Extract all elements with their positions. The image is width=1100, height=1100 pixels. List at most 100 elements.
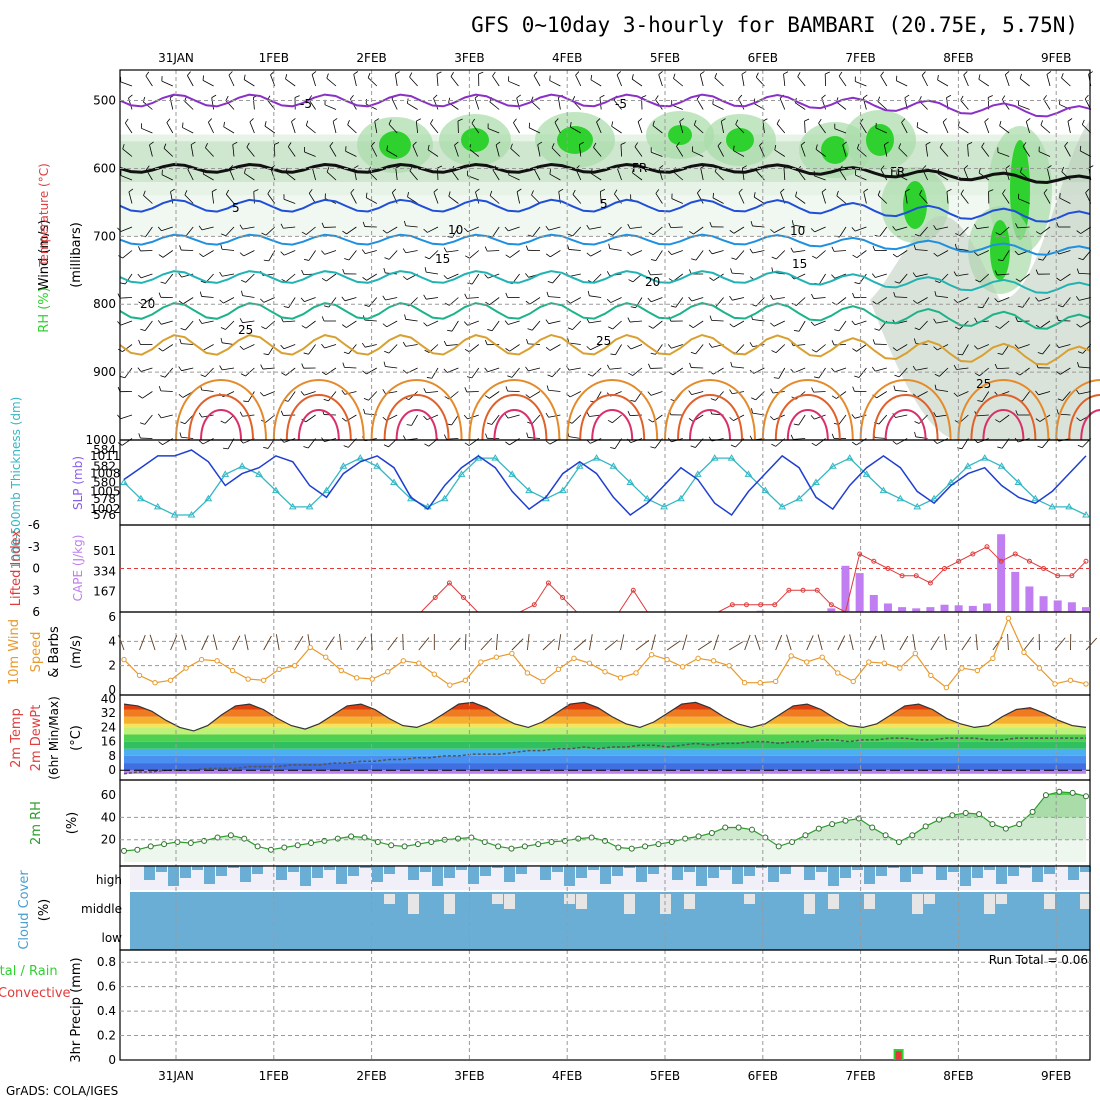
wind-barb-flag <box>427 144 430 150</box>
rh2m-marker <box>922 823 929 830</box>
wind-barb <box>609 367 622 370</box>
wind10-barb <box>943 634 947 651</box>
wind10-marker <box>198 656 205 663</box>
thickness-marker <box>508 470 517 477</box>
wind-barb-flag <box>1015 223 1018 229</box>
thickness-marker <box>558 486 567 494</box>
wind-barb <box>232 144 235 157</box>
wind-barb-flag <box>831 246 835 252</box>
slp-tick: 1002 <box>90 502 121 516</box>
rh2m-marker <box>187 840 194 847</box>
wind-barb-flag <box>877 190 881 196</box>
wind-barb <box>528 367 541 372</box>
wind-barb-flag <box>627 251 632 256</box>
high-cloud-bar <box>864 866 875 884</box>
wind10-marker <box>664 656 670 663</box>
wind-barb-flag <box>128 188 134 193</box>
wind-barb <box>548 320 561 325</box>
wind-barb <box>569 391 581 398</box>
warm-tongue <box>677 394 743 441</box>
wind-barb <box>551 147 561 157</box>
wind-barb-flag <box>1056 222 1059 228</box>
wind-barb-flag <box>709 277 714 281</box>
wind-barb <box>385 297 398 301</box>
date-label-top: 5FEB <box>650 51 680 65</box>
wind-barb <box>201 320 214 324</box>
high-cloud-bar <box>1044 866 1055 874</box>
high-cloud-bar <box>240 866 251 882</box>
rh2m-marker <box>802 832 809 839</box>
rh2m-marker <box>962 809 969 816</box>
wind-barb-flag <box>690 351 696 355</box>
wind-barb <box>568 249 581 251</box>
wind-barb-flag <box>810 321 815 326</box>
wind-barb-flag <box>977 400 983 402</box>
wind-barb-flag <box>124 118 129 124</box>
wind-barb-flag <box>1064 141 1069 147</box>
wind-barb <box>169 97 174 110</box>
wind-barb <box>513 122 520 134</box>
wind-barb-flag <box>810 415 815 420</box>
wind10-marker <box>416 660 422 666</box>
wind-barb-flag <box>884 141 889 146</box>
wind-barb <box>795 102 806 110</box>
wind-barb <box>467 226 479 233</box>
rh2m-marker <box>388 842 395 849</box>
wind-barb-flag <box>620 142 626 145</box>
wind-barb-flag <box>831 367 835 373</box>
wind-barb-flag <box>505 386 508 392</box>
high-cloud-bar <box>744 866 755 876</box>
wind-barb-flag <box>138 246 141 252</box>
wind-barb <box>854 226 867 232</box>
rh2m-marker <box>735 824 742 831</box>
high-cloud-bar <box>408 866 419 880</box>
wind-barb <box>957 391 969 397</box>
wind-barb <box>568 367 581 371</box>
lifted-index-marker <box>560 595 566 600</box>
wind-barb-flag <box>587 290 590 296</box>
wind-barb <box>225 320 235 330</box>
temp-band <box>124 734 1086 742</box>
wind-barb-flag <box>974 224 978 229</box>
wind-barb <box>451 414 459 426</box>
wind-barb-flag <box>546 291 549 297</box>
wind-barb-flag <box>611 121 614 127</box>
wind-barb-flag <box>688 418 694 422</box>
millibars-label: (millibars) <box>69 222 84 288</box>
wind-barb-flag <box>426 377 432 379</box>
thickness-tick: 584 <box>93 443 116 457</box>
wind-barb-flag <box>374 118 380 122</box>
wind-barb <box>385 366 398 369</box>
wind-barb <box>388 344 398 354</box>
thickness-marker <box>322 486 331 494</box>
wind10-marker <box>462 677 469 683</box>
wind-barb-flag <box>1056 409 1059 415</box>
wind10-marker <box>1005 615 1012 621</box>
wind-barb <box>529 297 541 305</box>
wind-barb <box>166 122 174 134</box>
date-label-bottom: 4FEB <box>552 1069 582 1083</box>
thickness-marker <box>1065 502 1074 510</box>
wind-barb-flag <box>341 390 346 395</box>
rh2m-marker <box>976 811 983 818</box>
high-cloud-bar <box>816 866 827 872</box>
wind-barb <box>222 273 235 277</box>
low-mid-cloud-bg <box>130 892 1090 950</box>
wind-barb-flag <box>914 233 920 237</box>
warm-tongue <box>786 409 829 441</box>
wind-barb <box>405 318 418 322</box>
wind-barb <box>733 226 745 234</box>
wind-barb <box>879 226 888 237</box>
wind-barb <box>332 121 337 134</box>
wind-barb-flag <box>670 305 676 308</box>
wind-barb <box>773 320 785 327</box>
warm-tongue <box>859 379 952 441</box>
wind-barb <box>936 438 949 444</box>
wind-barb <box>211 97 214 110</box>
wind-barb-flag <box>363 398 369 401</box>
lifted-index-marker <box>461 595 467 600</box>
dewpt2m-label: 2m DewPt <box>29 705 44 772</box>
date-label-bottom: 5FEB <box>650 1069 680 1083</box>
wind-barb-flag <box>287 142 292 147</box>
